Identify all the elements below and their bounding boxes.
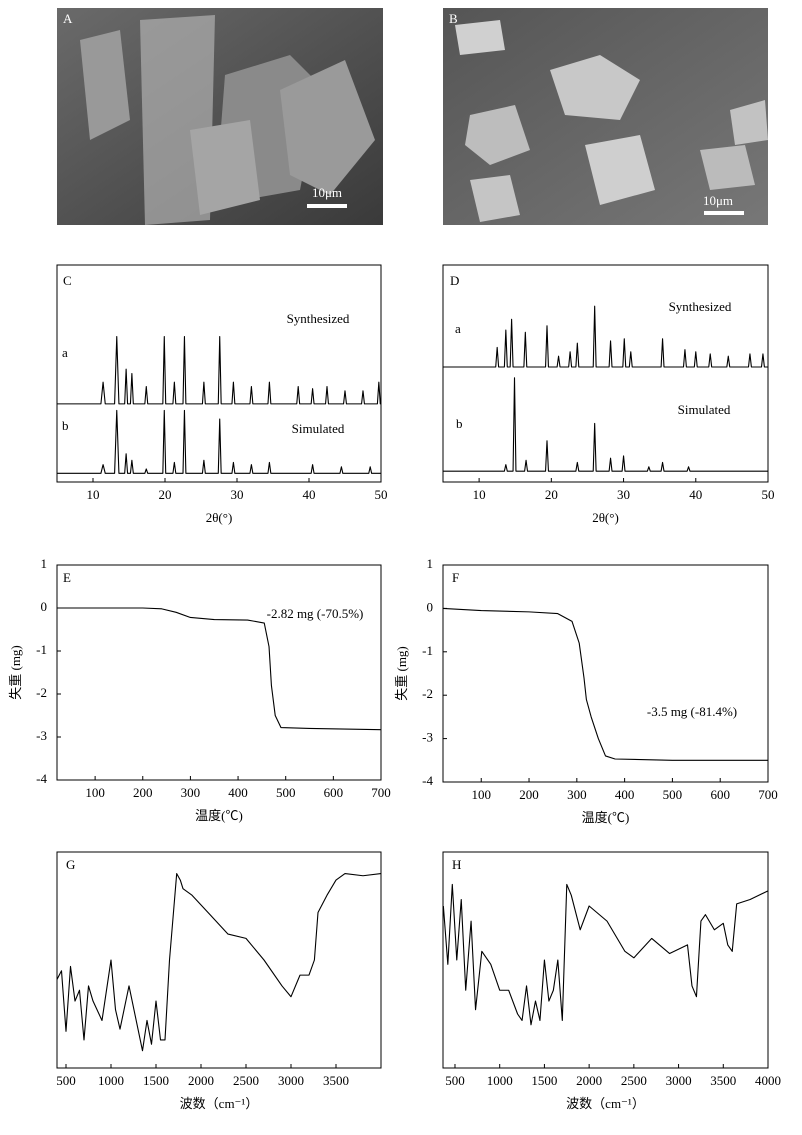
x-axis-label: 2θ(°) — [592, 510, 619, 525]
y-tick-label: -1 — [36, 642, 47, 657]
x-tick-label: 400 — [615, 787, 635, 802]
series-line — [57, 336, 381, 405]
x-tick-label: 2000 — [188, 1073, 214, 1088]
y-tick-label: -2 — [422, 686, 433, 701]
panel-label: G — [66, 857, 75, 872]
panel-label: F — [452, 570, 459, 585]
x-tick-label: 40 — [303, 487, 316, 502]
plot-frame — [442, 264, 769, 483]
x-tick-label: 600 — [324, 785, 344, 800]
series-line — [56, 873, 382, 1052]
x-axis-label: 温度(℃) — [195, 808, 243, 823]
panel-label: E — [63, 570, 71, 585]
x-tick-label: 20 — [545, 487, 558, 502]
y-tick-label: -2 — [36, 685, 47, 700]
series-name: Synthesized — [669, 299, 732, 314]
x-axis-label: 波数（cm⁻¹） — [566, 1096, 645, 1111]
x-tick-label: 2500 — [233, 1073, 259, 1088]
x-tick-label: 1000 — [487, 1073, 513, 1088]
x-tick-label: 10 — [87, 487, 100, 502]
x-tick-label: 100 — [85, 785, 105, 800]
x-tick-label: 30 — [231, 487, 244, 502]
image-label: B — [449, 11, 458, 26]
sem-image-a: A 10μm — [57, 8, 383, 225]
x-tick-label: 500 — [663, 787, 683, 802]
x-tick-label: 3500 — [323, 1073, 349, 1088]
y-tick-label: -1 — [422, 643, 433, 658]
x-tick-label: 40 — [689, 487, 702, 502]
series-label: a — [62, 345, 68, 360]
y-axis-label: 失重 (mg) — [8, 645, 23, 700]
x-tick-label: 500 — [56, 1073, 76, 1088]
x-tick-label: 4000 — [755, 1073, 781, 1088]
y-tick-label: 0 — [427, 599, 434, 614]
x-axis-label: 2θ(°) — [206, 510, 233, 525]
series-line — [442, 883, 769, 1026]
plot-frame — [56, 264, 382, 483]
x-tick-label: 50 — [762, 487, 775, 502]
series-line — [57, 607, 382, 731]
y-axis-label: 失重 (mg) — [394, 646, 409, 701]
x-tick-label: 700 — [758, 787, 778, 802]
y-tick-label: 0 — [41, 599, 48, 614]
x-tick-label: 3000 — [666, 1073, 692, 1088]
x-tick-label: 2000 — [576, 1073, 602, 1088]
x-tick-label: 3500 — [710, 1073, 736, 1088]
plot-frame — [442, 851, 769, 1069]
panel-label: H — [452, 857, 461, 872]
series-label: b — [456, 416, 463, 431]
panel-label: C — [63, 273, 72, 288]
x-tick-label: 300 — [181, 785, 201, 800]
y-tick-label: 1 — [41, 556, 48, 571]
annotation: -2.82 mg (-70.5%) — [267, 606, 364, 621]
y-tick-label: -3 — [36, 728, 47, 743]
series-line — [443, 377, 768, 472]
series-name: Simulated — [678, 402, 731, 417]
plot-frame — [56, 564, 382, 781]
y-tick-label: 1 — [427, 556, 434, 571]
x-tick-label: 10 — [473, 487, 486, 502]
x-tick-label: 200 — [519, 787, 539, 802]
y-tick-label: -4 — [422, 773, 433, 788]
panel-label: D — [450, 273, 459, 288]
x-tick-label: 3000 — [278, 1073, 304, 1088]
scale-bar-label: 10μm — [312, 185, 342, 200]
sem-image-b: B 10μm — [443, 8, 768, 225]
x-tick-label: 50 — [375, 487, 388, 502]
scale-bar-label: 10μm — [703, 193, 733, 208]
x-tick-label: 400 — [228, 785, 248, 800]
x-tick-label: 300 — [567, 787, 587, 802]
series-label: a — [455, 321, 461, 336]
x-tick-label: 600 — [710, 787, 730, 802]
x-tick-label: 20 — [159, 487, 172, 502]
x-axis-label: 波数（cm⁻¹） — [180, 1096, 259, 1111]
y-tick-label: -3 — [422, 730, 433, 745]
annotation: -3.5 mg (-81.4%) — [647, 704, 737, 719]
plot-frame — [442, 564, 769, 783]
x-tick-label: 1500 — [531, 1073, 557, 1088]
x-tick-label: 1000 — [98, 1073, 124, 1088]
x-tick-label: 100 — [471, 787, 491, 802]
series-line — [57, 409, 381, 474]
series-label: b — [62, 418, 69, 433]
x-axis-label: 温度(℃) — [582, 810, 630, 825]
x-tick-label: 500 — [276, 785, 296, 800]
plot-frame — [56, 851, 382, 1069]
x-tick-label: 1500 — [143, 1073, 169, 1088]
x-tick-label: 200 — [133, 785, 153, 800]
series-line — [442, 607, 768, 761]
image-label: A — [63, 11, 73, 26]
y-tick-label: -4 — [36, 771, 47, 786]
x-tick-label: 30 — [617, 487, 630, 502]
x-tick-label: 700 — [371, 785, 391, 800]
x-tick-label: 500 — [445, 1073, 465, 1088]
series-name: Synthesized — [287, 311, 350, 326]
series-name: Simulated — [292, 421, 345, 436]
series-line — [443, 305, 768, 368]
x-tick-label: 2500 — [621, 1073, 647, 1088]
